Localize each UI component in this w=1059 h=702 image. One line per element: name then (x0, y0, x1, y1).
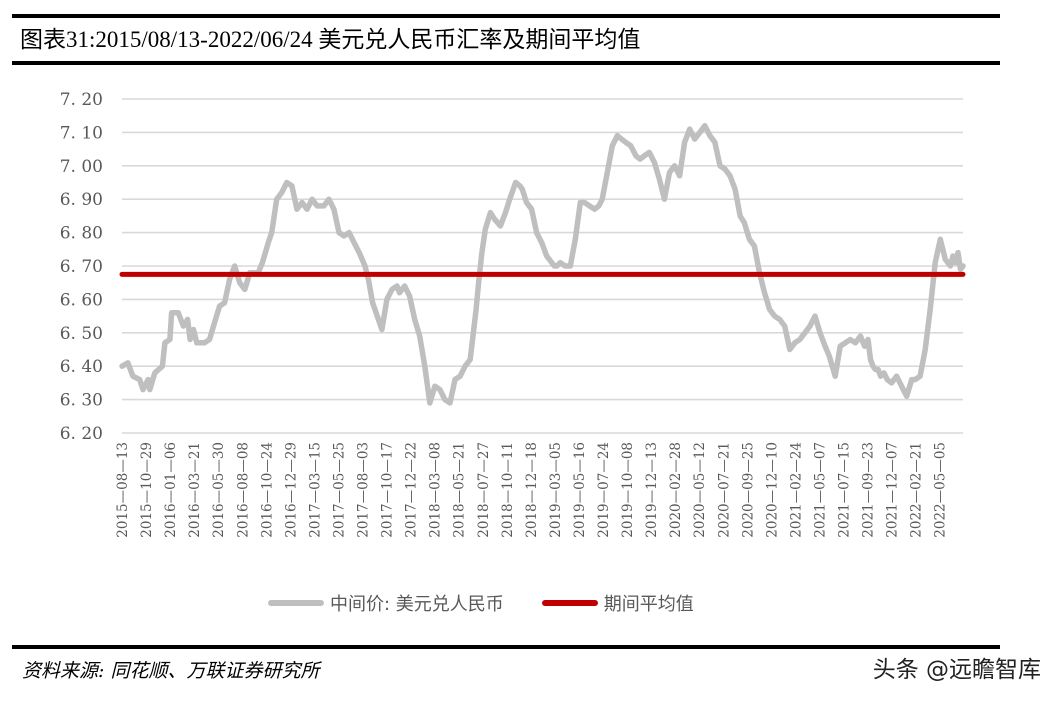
y-tick-label: 6. 80 (60, 224, 103, 244)
x-tick-label: 2021—09—23 (861, 442, 877, 538)
x-tick-label: 2017—05—25 (331, 442, 347, 538)
x-tick-label: 2020—07—21 (716, 442, 732, 538)
y-tick-label: 6. 70 (60, 257, 103, 277)
exchange-rate-chart: 6. 20 6. 30 6. 40 6. 50 6. 60 6. 70 6. 80 6. 90… (60, 90, 966, 538)
data-series (119, 122, 966, 406)
x-tick-label: 2019—07—24 (596, 442, 612, 538)
x-tick-label: 2015—08—13 (115, 442, 131, 538)
x-tick-label: 2017—12—22 (404, 442, 420, 538)
x-tick-label: 2021—02—24 (788, 442, 804, 538)
y-tick-label: 6. 90 (60, 190, 103, 210)
x-tick-label: 2016—01—06 (163, 442, 179, 538)
title-bottom-rule (12, 61, 1000, 65)
x-tick-label: 2018—12—18 (524, 442, 540, 538)
legend-swatch-midrate (268, 600, 324, 606)
x-tick-label: 2020—09—25 (740, 442, 756, 538)
x-tick-label: 2019—03—05 (548, 442, 564, 538)
x-tick-label: 2019—12—13 (644, 442, 660, 538)
y-axis-ticks: 6. 20 6. 30 6. 40 6. 50 6. 60 6. 70 6. 80 6. 90… (60, 90, 103, 444)
chart-legend: 中间价: 美元兑人民币 期间平均值 (268, 590, 694, 616)
legend-item-average: 期间平均值 (541, 590, 694, 616)
y-tick-label: 7. 20 (60, 90, 103, 110)
x-tick-label: 2018—05—21 (452, 442, 468, 538)
x-tick-label: 2021—07—15 (837, 442, 853, 538)
legend-item-midrate: 中间价: 美元兑人民币 (268, 590, 504, 616)
legend-label-midrate: 中间价: 美元兑人民币 (330, 594, 504, 615)
x-tick-label: 2020—05—12 (692, 442, 708, 538)
x-tick-label: 2020—12—10 (764, 442, 780, 538)
title-top-rule (12, 14, 1000, 18)
y-tick-label: 7. 10 (60, 123, 103, 143)
x-tick-label: 2021—05—07 (812, 442, 828, 538)
x-tick-label: 2018—10—11 (500, 442, 516, 538)
x-tick-label: 2016—08—08 (235, 442, 251, 538)
y-tick-label: 6. 60 (60, 290, 103, 310)
x-tick-label: 2018—07—27 (476, 442, 492, 538)
x-tick-label: 2016—05—30 (211, 442, 227, 538)
x-tick-label: 2016—03—21 (187, 442, 203, 538)
series-line-midrate (119, 122, 966, 406)
x-tick-label: 2017—03—15 (307, 442, 323, 538)
data-source-note: 资料来源: 同花顺、万联证券研究所 (22, 660, 320, 682)
x-tick-label: 2016—10—24 (259, 442, 275, 538)
x-tick-label: 2019—10—08 (620, 442, 636, 538)
footer-rule (12, 645, 1000, 649)
legend-label-average: 期间平均值 (603, 594, 694, 615)
x-tick-label: 2022—02—21 (909, 442, 925, 538)
x-tick-label: 2022—05—05 (933, 442, 949, 538)
y-tick-label: 7. 00 (60, 157, 103, 177)
x-tick-label: 2021—12—07 (885, 442, 901, 538)
legend-swatch-average (541, 600, 598, 606)
x-tick-label: 2017—10—17 (380, 442, 396, 538)
x-tick-label: 2019—05—16 (572, 442, 588, 538)
x-tick-label: 2017—08—03 (356, 442, 372, 538)
x-tick-label: 2018—03—08 (428, 442, 444, 538)
x-axis-ticks: 2015—08—13 2015—10—29 2016—01—06 2016—03—21… (115, 442, 949, 538)
x-tick-label: 2015—10—29 (139, 442, 155, 538)
y-tick-label: 6. 20 (60, 424, 103, 444)
x-tick-label: 2020—02—28 (668, 442, 684, 538)
y-tick-label: 6. 50 (60, 324, 103, 344)
x-tick-label: 2016—12—29 (283, 442, 299, 538)
y-tick-label: 6. 40 (60, 357, 103, 377)
chart-title: 图表31:2015/08/13-2022/06/24 美元兑人民币汇率及期间平均… (20, 27, 641, 52)
gridlines (122, 98, 963, 434)
watermark: 头条 @远瞻智库 (872, 657, 1041, 683)
y-tick-label: 6. 30 (60, 391, 103, 411)
